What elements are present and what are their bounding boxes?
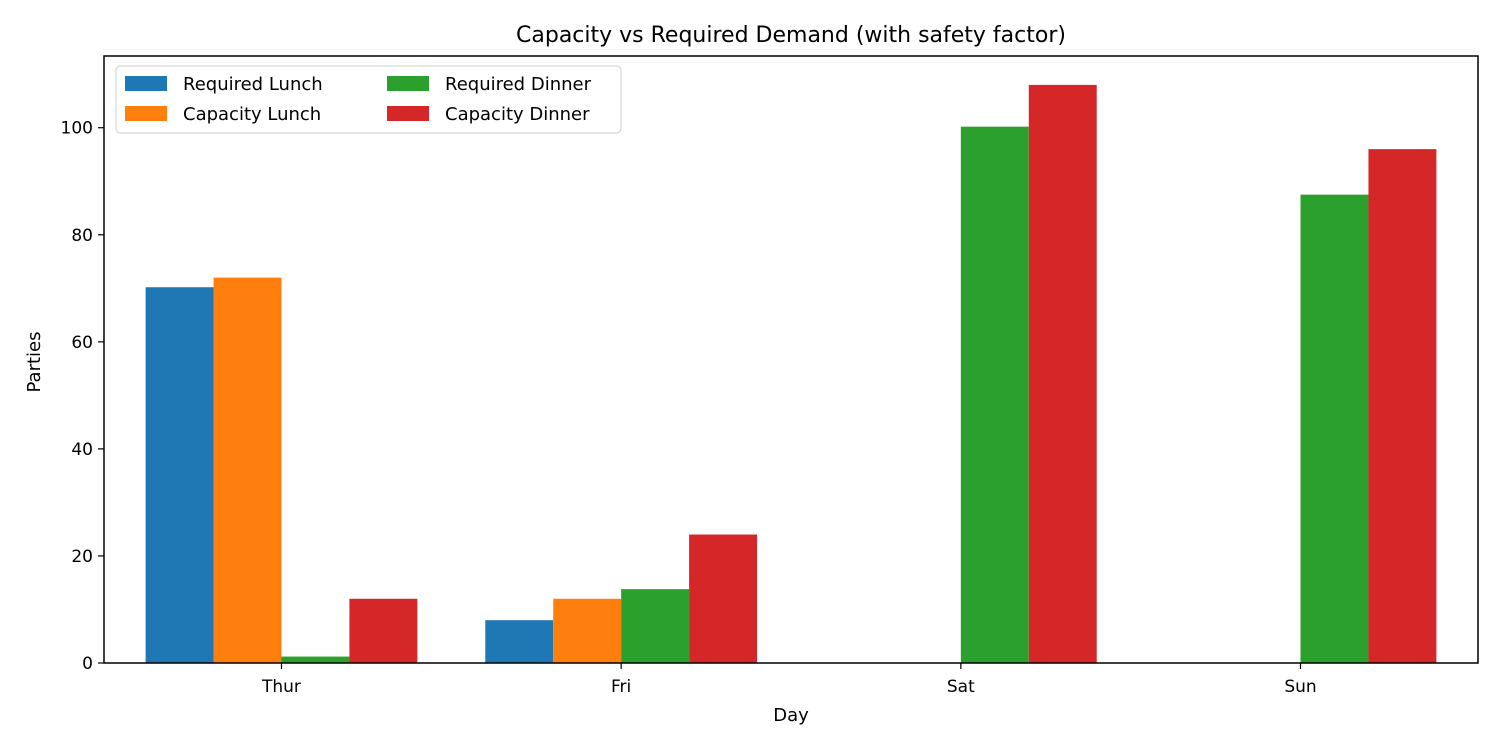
legend-swatch-capacity-dinner xyxy=(387,106,429,121)
bar-capacity-dinner-fri xyxy=(689,534,758,663)
y-tick-label: 80 xyxy=(71,226,93,246)
legend-label-required-dinner: Required Dinner xyxy=(445,74,592,95)
plot-frame xyxy=(103,55,1479,664)
legend-label-capacity-lunch: Capacity Lunch xyxy=(183,104,321,125)
chart-title: Capacity vs Required Demand (with safety… xyxy=(516,23,1066,48)
bar-required-lunch-fri xyxy=(485,620,554,663)
bar-capacity-lunch-fri xyxy=(553,598,622,663)
x-tick-label-sat: Sat xyxy=(947,677,975,697)
x-tick-label-sun: Sun xyxy=(1284,677,1316,697)
bar-required-lunch-thur xyxy=(145,287,214,663)
bar-required-dinner-sun xyxy=(1300,194,1369,663)
bars-layer xyxy=(145,84,1437,663)
x-axis-label: Day xyxy=(773,705,809,726)
legend-label-required-lunch: Required Lunch xyxy=(183,74,323,95)
legend-frame xyxy=(115,65,622,134)
bar-capacity-lunch-thur xyxy=(213,277,282,663)
x-axis: Thur Fri Sat Sun xyxy=(261,663,1317,697)
y-tick-label: 20 xyxy=(71,547,93,567)
y-tick-label: 60 xyxy=(71,333,93,353)
x-tick-label-fri: Fri xyxy=(611,677,631,697)
legend: Required Lunch Capacity Lunch Required Din… xyxy=(115,65,622,134)
bar-capacity-dinner-sun xyxy=(1368,149,1437,663)
bar-required-dinner-sat xyxy=(960,126,1029,663)
y-tick-label: 100 xyxy=(61,119,93,139)
y-tick-label: 0 xyxy=(82,654,93,674)
bar-required-dinner-thur xyxy=(281,656,350,663)
y-axis: 0 20 40 60 80 100 xyxy=(61,119,104,674)
x-tick-label-thur: Thur xyxy=(261,677,301,697)
y-axis-label: Parties xyxy=(24,332,45,393)
legend-swatch-required-dinner xyxy=(387,76,429,91)
y-tick-label: 40 xyxy=(71,440,93,460)
legend-swatch-capacity-lunch xyxy=(125,106,167,121)
legend-swatch-required-lunch xyxy=(125,76,167,91)
legend-label-capacity-dinner: Capacity Dinner xyxy=(445,104,590,125)
bar-required-dinner-fri xyxy=(621,589,690,663)
bar-capacity-dinner-thur xyxy=(349,598,418,663)
bar-capacity-dinner-sat xyxy=(1028,84,1097,663)
